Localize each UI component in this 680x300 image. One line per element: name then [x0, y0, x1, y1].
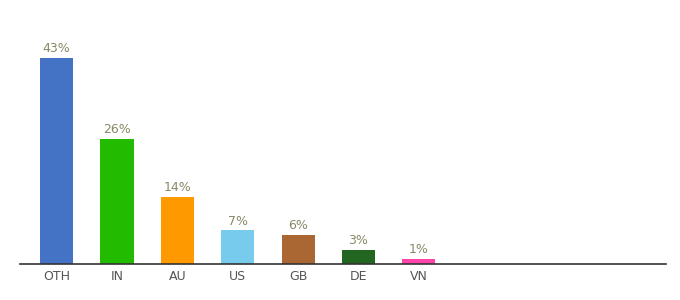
Text: 1%: 1%	[409, 243, 429, 256]
Bar	[342, 250, 375, 264]
Text: 43%: 43%	[43, 42, 71, 55]
Bar	[160, 197, 194, 264]
Text: 14%: 14%	[163, 181, 191, 194]
Text: 6%: 6%	[288, 219, 308, 232]
Text: 3%: 3%	[349, 234, 369, 247]
Bar	[101, 139, 133, 264]
Text: 7%: 7%	[228, 214, 248, 227]
Bar	[282, 235, 315, 264]
Text: 26%: 26%	[103, 123, 131, 136]
Bar	[40, 58, 73, 264]
Bar	[403, 259, 435, 264]
Bar	[221, 230, 254, 264]
